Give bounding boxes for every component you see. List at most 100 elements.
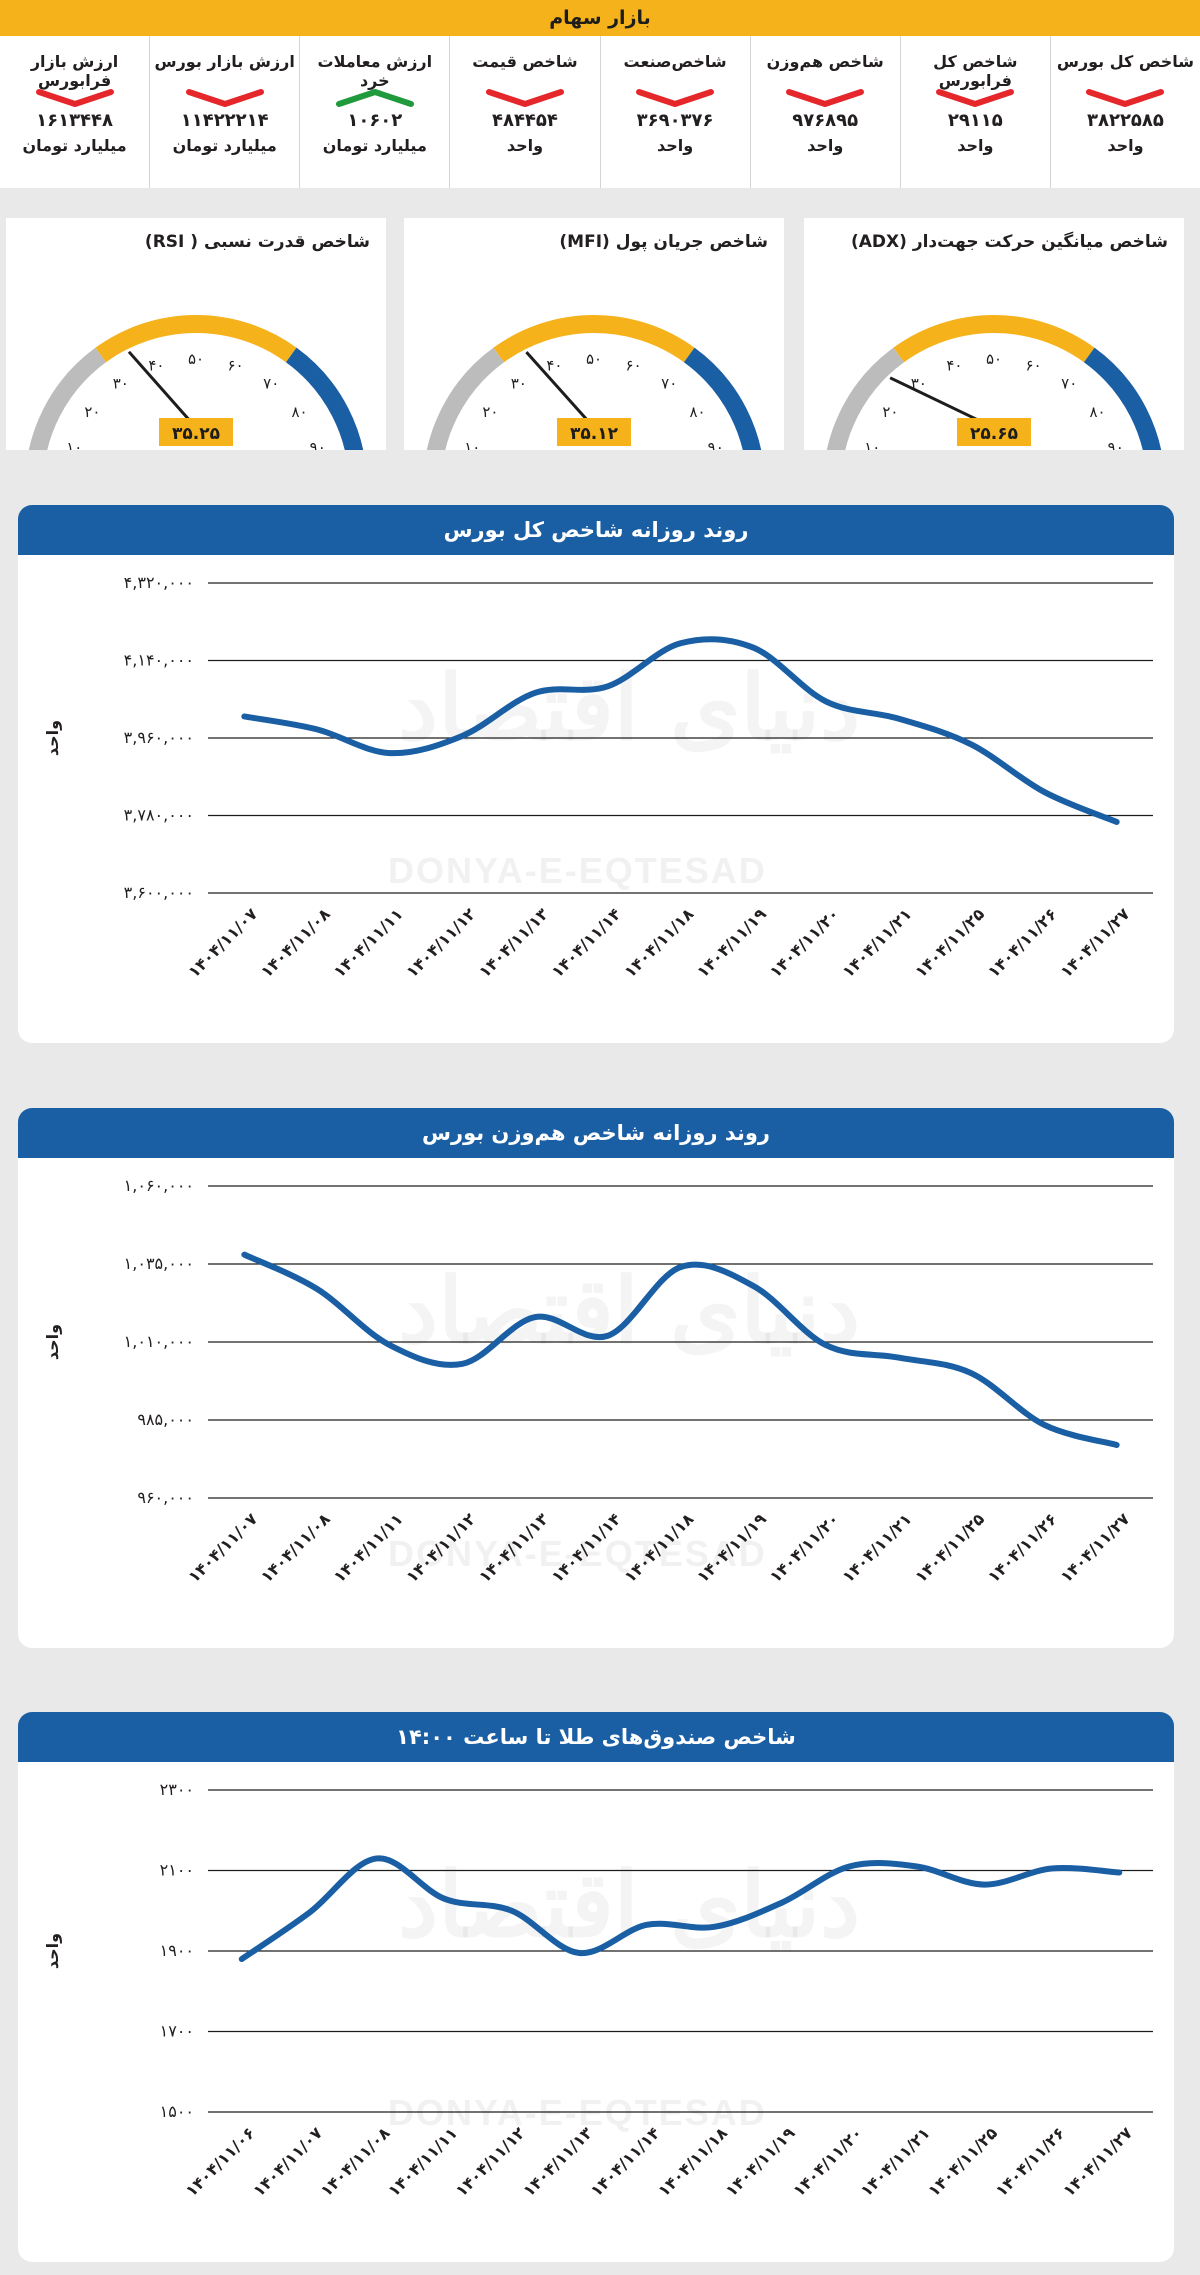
- gauge-value-box: [957, 418, 1031, 446]
- data-point: [533, 1315, 538, 1320]
- card-value: ۹۷۶۸۹۵: [792, 110, 859, 131]
- card-unit: میلیارد تومان: [322, 136, 427, 155]
- gauge-tick-label: ۸۰: [689, 403, 705, 421]
- gauge-value: ۳۵.۲۵: [172, 424, 220, 444]
- series-line: [238, 1855, 1123, 1963]
- header-bar: [0, 0, 1200, 36]
- gauge-tick-label: ۴۰: [546, 356, 562, 374]
- y-tick-label: ۴,۳۲۰,۰۰۰: [124, 573, 194, 592]
- card-label: شاخص‌صنعت: [623, 52, 727, 71]
- data-point: [751, 1283, 756, 1288]
- data-point: [1117, 1870, 1122, 1875]
- x-tick-label: ۱۴۰۴/۱۱/۲۵: [911, 1509, 988, 1586]
- gauge-tick-label: ۱۰: [66, 438, 82, 450]
- data-point: [678, 641, 683, 646]
- gauge-tick-label: ۹۰: [310, 438, 326, 450]
- gauge-value: ۲۵.۶۵: [970, 424, 1018, 444]
- gauge-arc-high: [683, 347, 762, 450]
- summary-card: ارزش بازار فرابورس ۱۶۱۳۴۴۸ میلیارد تومان: [0, 36, 149, 188]
- card-label: شاخص هم‌وزن: [766, 52, 884, 71]
- gauge-value-box: [159, 418, 233, 446]
- gauge-tick-label: ۳۰: [113, 374, 129, 392]
- trend-arrow-icon: [185, 89, 264, 107]
- x-tick-label: ۱۴۰۴/۱۱/۱۱: [330, 1509, 407, 1586]
- x-tick-label: ۱۴۰۴/۱۱/۱۸: [620, 904, 697, 981]
- data-point: [577, 1951, 582, 1956]
- y-tick-label: ۱۵۰۰: [160, 2102, 194, 2121]
- card-unit: میلیارد تومان: [172, 136, 277, 155]
- card-label: شاخص کل بورس: [1056, 52, 1195, 71]
- gauge-tick-label: ۹۰: [1108, 438, 1124, 450]
- card-value: ۳۶۹۰۳۷۶: [636, 110, 714, 131]
- gauge-tick-label: ۶۰: [625, 356, 641, 374]
- x-tick-label: ۱۴۰۴/۱۱/۱۱: [330, 904, 407, 981]
- card-label: ارزش بازار فرابورس: [30, 52, 119, 90]
- x-tick-label: ۱۴۰۴/۱۱/۱۴: [548, 1509, 625, 1586]
- card-value: ۳۸۲۲۵۸۵: [1086, 110, 1164, 131]
- gauge-tick-label: ۸۰: [1089, 403, 1105, 421]
- card-label: ارزش معاملات خرد: [317, 52, 433, 90]
- gauge-tick-label: ۲۰: [84, 403, 100, 421]
- trend-arrow-icon: [786, 89, 865, 107]
- gauge-svg: ۰۱۰۲۰۳۰۴۰۵۰۶۰۷۰۸۰۹۰۱۰۰۲۵.۶۵: [826, 315, 1162, 450]
- x-tick-label: ۱۴۰۴/۱۱/۲۷: [1057, 1509, 1134, 1586]
- data-point: [239, 1957, 244, 1962]
- x-tick-label: ۱۴۰۴/۱۱/۲۰: [766, 904, 843, 981]
- x-tick-label: ۱۴۰۴/۱۱/۲۶: [984, 1509, 1061, 1586]
- data-point: [1041, 789, 1046, 794]
- summary-card: شاخص کل بورس ۳۸۲۲۵۸۵ واحد: [1049, 36, 1200, 188]
- x-tick-label: ۱۴۰۴/۱۱/۱۹: [693, 904, 770, 981]
- trend-arrow-icon: [1086, 89, 1165, 107]
- data-point: [242, 714, 247, 719]
- watermark-latin: DONYA-E-EQTESAD: [388, 850, 767, 891]
- x-tick-label: ۱۴۰۴/۱۱/۱۲: [402, 904, 479, 981]
- data-point: [896, 716, 901, 721]
- series-line: [241, 1251, 1120, 1448]
- summary-cards: شاخص کل بورس ۳۸۲۲۵۸۵ واحد شاخص کل فرابور…: [0, 36, 1200, 188]
- x-tick-label: ۱۴۰۴/۱۱/۱۴: [587, 2123, 664, 2200]
- x-tick-label: ۱۴۰۴/۱۱/۲۶: [984, 904, 1061, 981]
- data-point: [242, 1252, 247, 1257]
- x-tick-label: ۱۴۰۴/۱۱/۲۰: [766, 1509, 843, 1586]
- data-point: [847, 1864, 852, 1869]
- y-tick-label: ۳,۷۸۰,۰۰۰: [124, 806, 194, 825]
- gauge-svg: ۰۱۰۲۰۳۰۴۰۵۰۶۰۷۰۸۰۹۰۱۰۰۳۵.۲۵: [28, 315, 364, 450]
- gauge-arc-mid: [95, 315, 297, 363]
- chart-plot: ۳,۶۰۰,۰۰۰ ۳,۷۸۰,۰۰۰ ۳,۹۶۰,۰۰۰ ۴,۱۴۰,۰۰۰ ۴,۳۲…: [43, 573, 1153, 981]
- card-value: ۴۸۴۴۵۴: [491, 110, 558, 131]
- x-tick-label: ۱۴۰۴/۱۱/۱۸: [620, 1509, 697, 1586]
- gauge-arc-mid: [493, 315, 695, 363]
- x-tick-label: ۱۴۰۴/۱۱/۱۳: [519, 2123, 596, 2200]
- gauge-value: ۳۵.۱۲: [570, 424, 619, 444]
- data-point: [1114, 1442, 1119, 1447]
- y-tick-label: ۴,۱۴۰,۰۰۰: [124, 651, 194, 670]
- summary-card: ارزش بازار بورس ۱۱۴۲۲۲۱۴ میلیارد تومان: [149, 36, 299, 188]
- gauge-tick-label: ۷۰: [1061, 374, 1077, 392]
- data-point: [460, 733, 465, 738]
- gauge-title: شاخص میانگین حرکت جهت‌دار (ADX): [850, 232, 1168, 252]
- gauge-mfi: ۰۱۰۲۰۳۰۴۰۵۰۶۰۷۰۸۰۹۰۱۰۰۳۵.۱۲ شاخص جریان پ…: [404, 218, 784, 450]
- data-point: [460, 1361, 465, 1366]
- card-unit: واحد: [807, 136, 844, 155]
- y-tick-label: ۱,۰۶۰,۰۰۰: [124, 1176, 194, 1195]
- data-point: [644, 1922, 649, 1927]
- gauge-tick-label: ۵۰: [586, 350, 602, 368]
- x-tick-label: ۱۴۰۴/۱۱/۲۱: [838, 1509, 915, 1586]
- gauge-arc-high: [1083, 347, 1162, 450]
- gauge-arc-low: [426, 347, 505, 450]
- trend-arrow-icon: [335, 89, 414, 107]
- y-tick-label: ۳,۹۶۰,۰۰۰: [124, 728, 194, 747]
- data-point: [605, 1333, 610, 1338]
- gauge-arc-low: [826, 347, 905, 450]
- gauge-value-box: [557, 418, 631, 446]
- x-tick-label: ۱۴۰۴/۱۱/۱۴: [548, 904, 625, 981]
- chart-header: [18, 505, 1174, 555]
- x-tick-label: ۱۴۰۴/۱۱/۲۰: [789, 2123, 866, 2200]
- card-unit: واحد: [957, 136, 994, 155]
- gauge-needle: [127, 350, 195, 426]
- data-point: [982, 1882, 987, 1887]
- y-tick-label: ۱,۰۳۵,۰۰۰: [124, 1254, 194, 1273]
- summary-card: شاخص‌صنعت ۳۶۹۰۳۷۶ واحد: [599, 36, 750, 188]
- chart-header: [18, 1108, 1174, 1158]
